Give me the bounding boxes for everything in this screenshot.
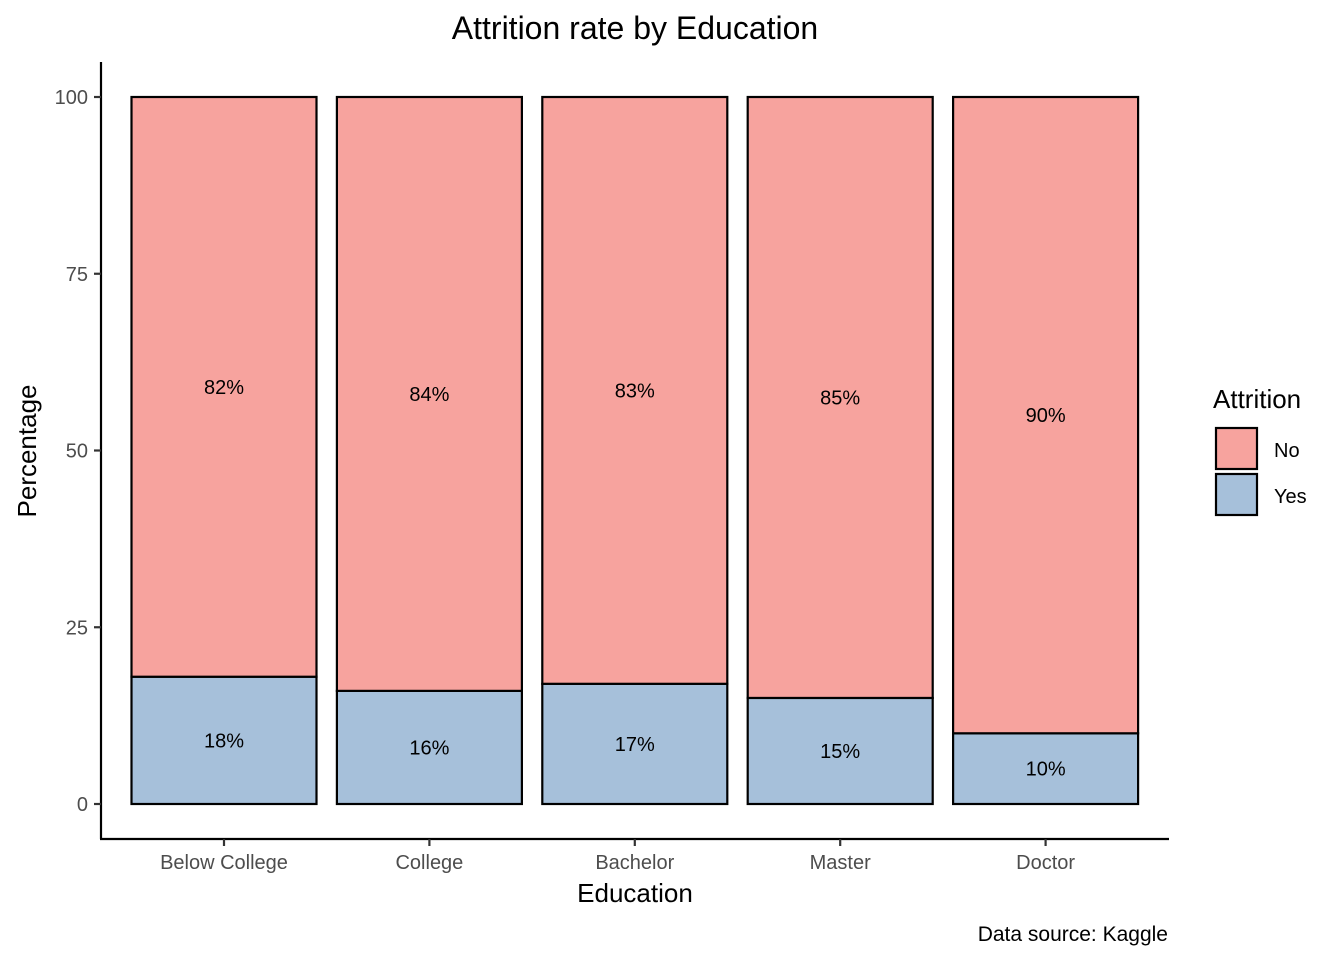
y-tick-label: 0	[77, 794, 88, 816]
legend-label-yes: Yes	[1274, 486, 1307, 508]
x-tick-label: Master	[810, 852, 871, 874]
y-tick-label: 75	[66, 264, 88, 286]
data-label-yes: 17%	[615, 734, 655, 756]
legend-swatch-yes	[1214, 472, 1259, 517]
y-tick-label: 25	[66, 617, 88, 639]
data-label-no: 90%	[1026, 405, 1066, 427]
bar-yes-doctor	[951, 732, 1140, 806]
y-ticks-group: 0 25 50 75 100	[55, 87, 101, 816]
y-tick-label: 50	[66, 441, 88, 463]
data-label-no: 82%	[204, 377, 244, 399]
data-label-no: 83%	[615, 380, 655, 402]
bar-yes-bachelor	[541, 682, 729, 806]
x-axis-title: Education	[577, 878, 693, 908]
y-axis-title: Percentage	[12, 385, 42, 518]
bar-yes-below-college	[130, 675, 318, 806]
x-tick-label: Bachelor	[595, 852, 674, 874]
legend-title: Attrition	[1213, 384, 1301, 414]
bar-yes-master	[746, 696, 934, 806]
x-ticks-group: Below College College Bachelor Master Doctor	[160, 839, 1075, 874]
data-label-no: 85%	[820, 387, 860, 409]
data-label-yes: 18%	[204, 730, 244, 752]
y-tick-label: 100	[55, 87, 88, 109]
caption: Data source: Kaggle	[978, 923, 1168, 946]
bar-no-master	[746, 95, 934, 700]
bars-group	[130, 95, 1140, 806]
bar-no-doctor	[951, 95, 1140, 735]
data-label-yes: 15%	[820, 741, 860, 763]
data-label-no: 84%	[409, 384, 449, 406]
x-tick-label: Below College	[160, 852, 288, 874]
bar-labels-group: 18% 82% 16% 84% 17% 83% 15% 85% 10% 90%	[204, 377, 1066, 781]
legend-swatch-no	[1214, 426, 1259, 471]
data-label-yes: 10%	[1026, 759, 1066, 781]
bar-no-bachelor	[541, 95, 729, 685]
bar-no-college	[335, 95, 523, 692]
x-tick-label: Doctor	[1016, 852, 1075, 874]
x-tick-label: College	[395, 852, 463, 874]
legend: Attrition No Yes	[1213, 384, 1307, 517]
bar-no-below-college	[130, 95, 318, 678]
legend-label-no: No	[1274, 440, 1300, 462]
data-label-yes: 16%	[409, 737, 449, 759]
chart-title: Attrition rate by Education	[452, 10, 818, 46]
